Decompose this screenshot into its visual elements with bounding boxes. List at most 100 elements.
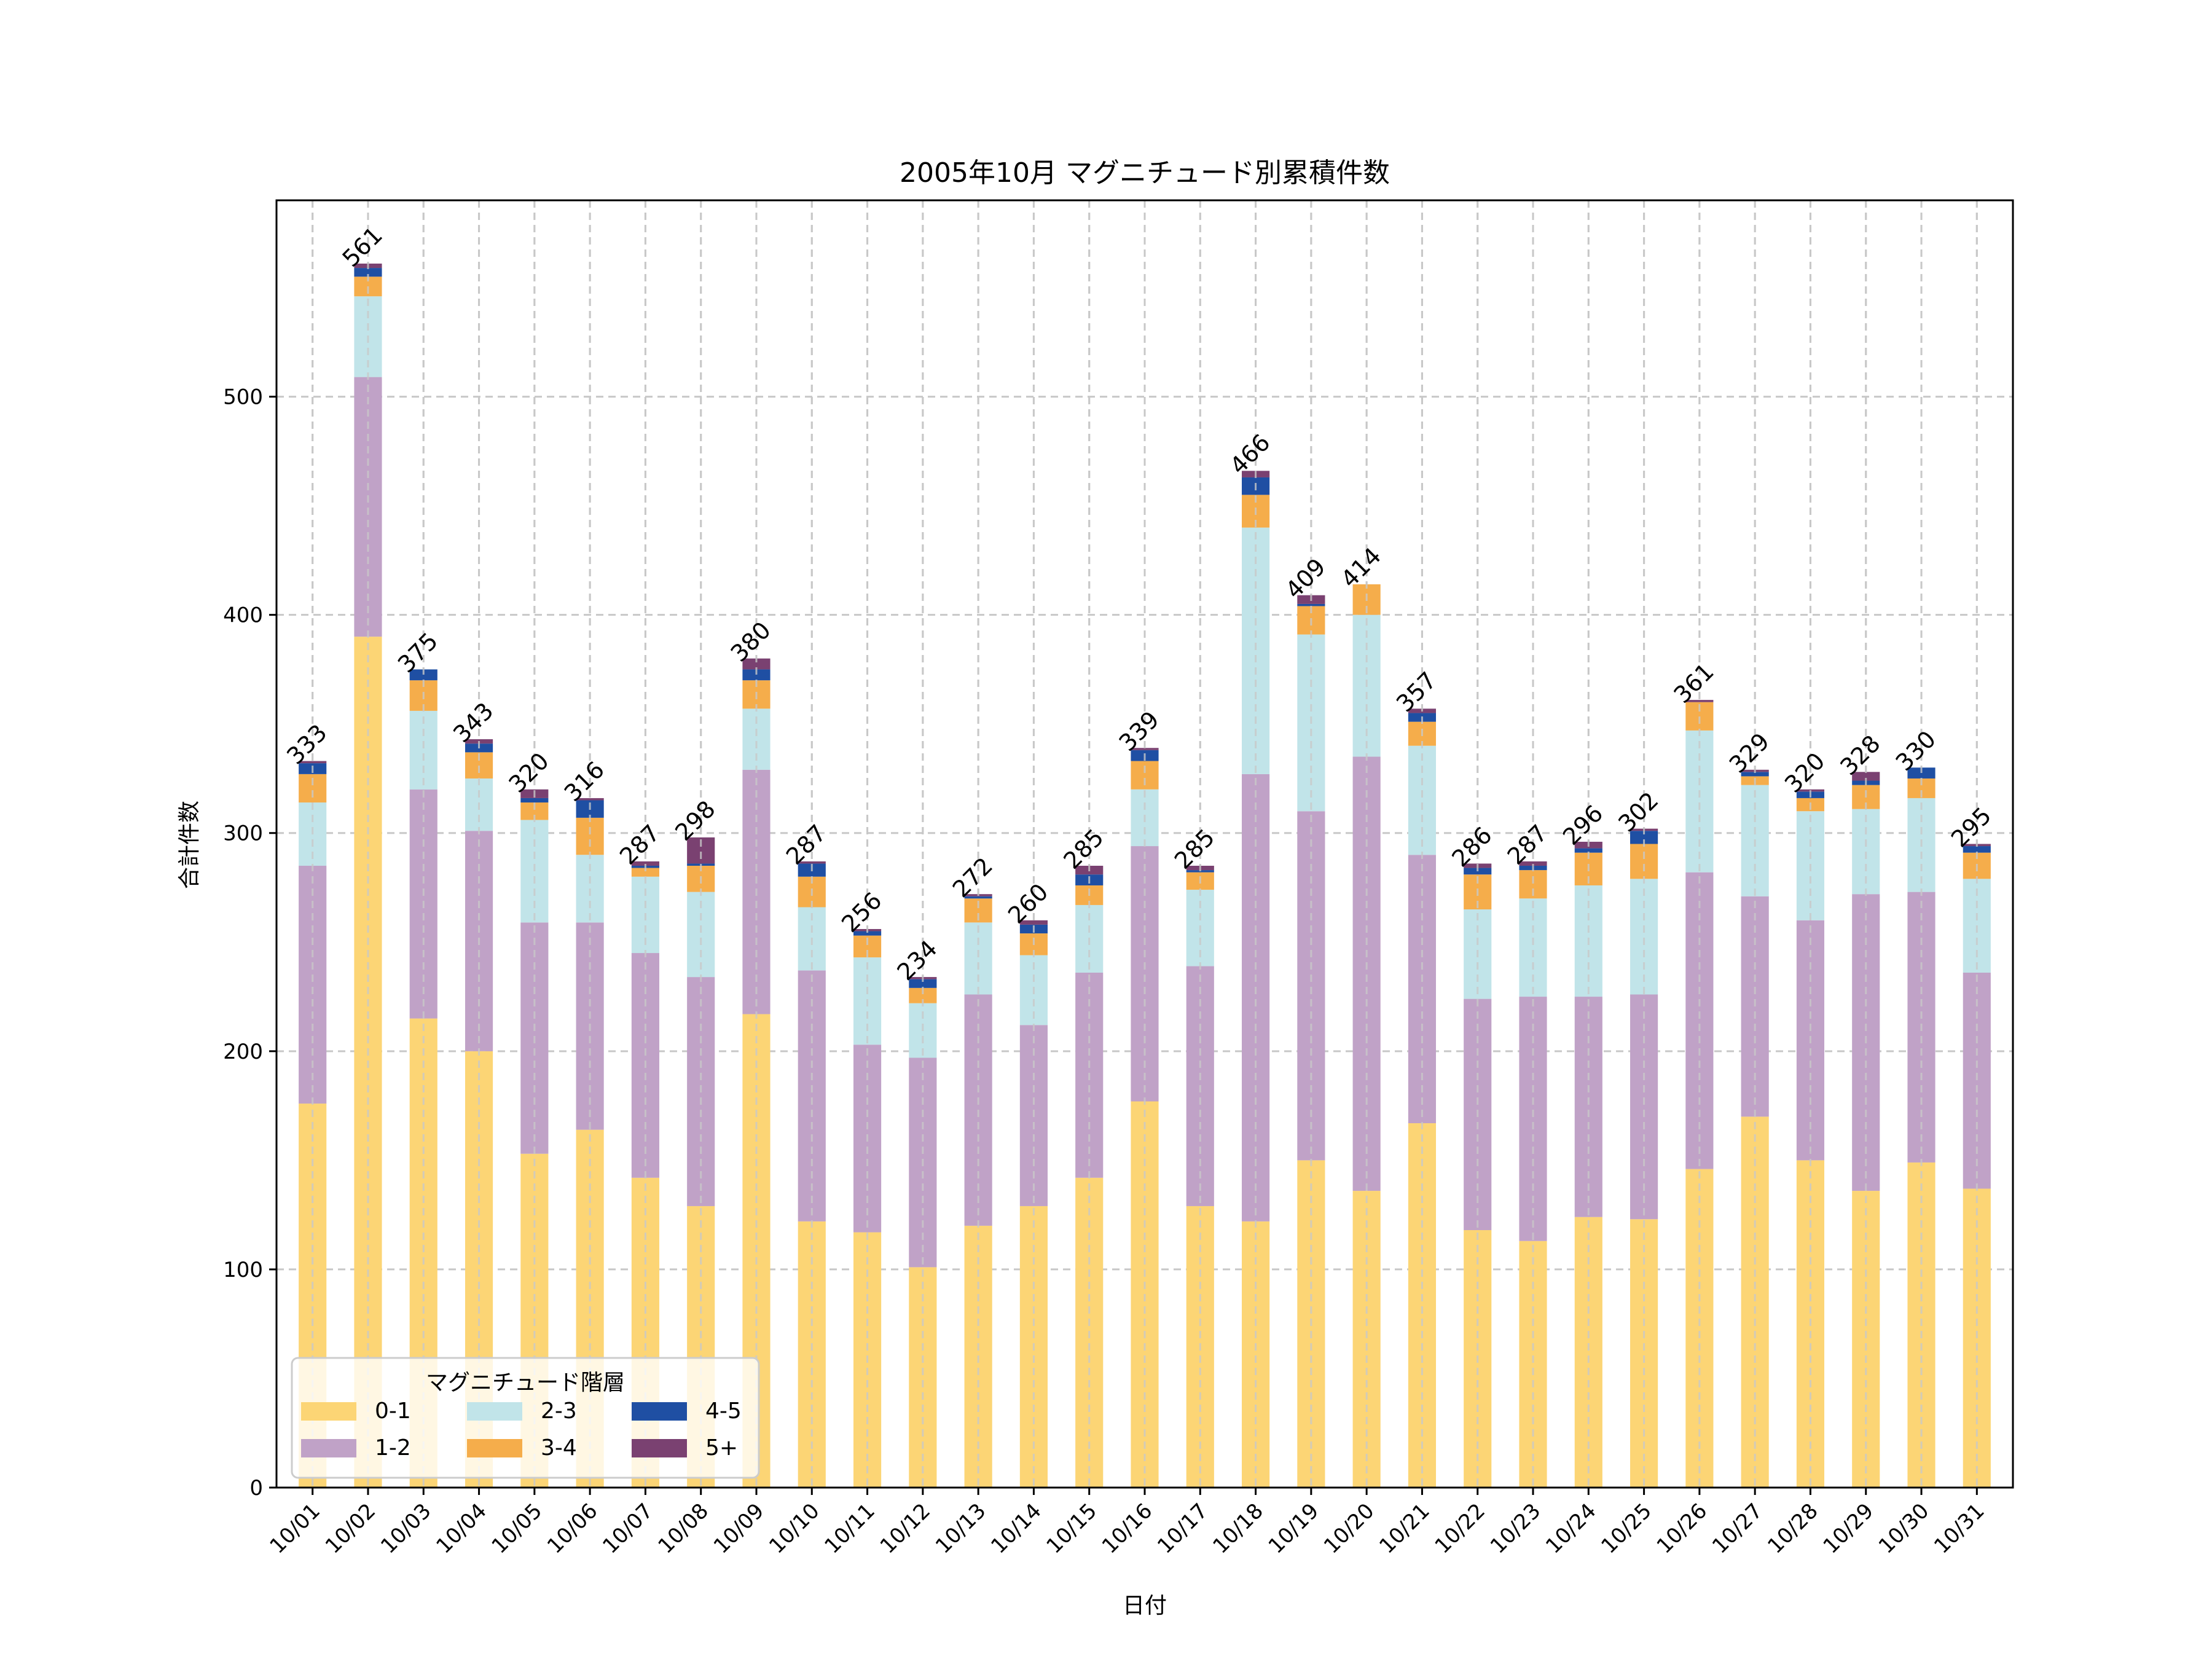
bar-segment-5+ [798, 861, 826, 864]
legend-swatch-4-5 [632, 1402, 687, 1421]
x-tick-label: 10/28 [1763, 1499, 1823, 1559]
x-tick-label: 10/21 [1375, 1499, 1435, 1559]
legend-swatch-2-3 [467, 1402, 522, 1421]
bar-segment-0-1 [1519, 1241, 1547, 1488]
x-tick-label: 10/16 [1097, 1499, 1158, 1559]
bar-segment-3-4 [576, 817, 604, 855]
bar-segment-4-5 [909, 979, 937, 988]
bar-segment-3-4 [631, 868, 659, 877]
x-tick-label: 10/17 [1153, 1499, 1213, 1559]
x-tick-label: 10/09 [709, 1499, 769, 1559]
bar-segment-0-1 [1352, 1191, 1381, 1488]
bar-segment-4-5 [409, 669, 437, 681]
x-tick-label: 10/05 [487, 1499, 547, 1559]
x-tick-label: 10/30 [1874, 1499, 1934, 1559]
bar-segment-4-5 [520, 798, 549, 803]
x-tick-label: 10/27 [1708, 1499, 1768, 1559]
y-tick-label: 500 [223, 385, 263, 410]
bar-segment-4-5 [1963, 846, 1991, 853]
x-tick-label: 10/31 [1929, 1499, 1990, 1559]
bar-segment-0-1 [1852, 1191, 1880, 1488]
x-tick-label: 10/18 [1208, 1499, 1268, 1559]
bar-segment-0-1 [909, 1267, 937, 1488]
bar-segment-4-5 [1574, 848, 1602, 853]
x-axis-label: 日付 [1123, 1593, 1167, 1618]
legend-label: 0-1 [375, 1398, 411, 1424]
x-tick-label: 10/15 [1042, 1499, 1102, 1559]
bar-segment-5+ [1519, 861, 1547, 866]
legend: マグニチュード階層 0-1 1-2 2-3 3-4 4-5 5+ [291, 1357, 760, 1479]
bar-segment-4-5 [354, 268, 382, 277]
x-tick-label: 10/24 [1541, 1499, 1601, 1559]
bar-segment-2-3 [1685, 730, 1714, 873]
x-tick-label: 10/07 [598, 1499, 658, 1559]
legend-swatch-3-4 [467, 1439, 522, 1457]
bar-segment-0-1 [1685, 1169, 1714, 1488]
bar-segment-4-5 [742, 669, 771, 681]
bar-segment-2-3 [1408, 745, 1437, 855]
bar-segment-2-3 [964, 922, 992, 995]
bar-segment-1-2 [1297, 811, 1325, 1161]
x-tick-label: 10/22 [1430, 1499, 1491, 1559]
x-tick-label: 10/08 [653, 1499, 713, 1559]
bar-segment-5+ [742, 658, 771, 670]
x-tick-label: 10/10 [764, 1499, 825, 1559]
x-tick-label: 10/04 [431, 1499, 492, 1559]
x-tick-label: 10/14 [986, 1499, 1046, 1559]
y-tick-label: 0 [249, 1476, 263, 1500]
x-tick-label: 10/03 [376, 1499, 436, 1559]
bar-segment-4-5 [853, 931, 882, 936]
x-axis-ticks: 10/0110/0210/0310/0410/0510/0610/0710/08… [265, 1488, 1990, 1559]
legend-label: 5+ [705, 1435, 738, 1461]
bar-segment-5+ [1852, 772, 1880, 781]
legend-label: 3-4 [541, 1435, 577, 1461]
bar-segment-2-3 [409, 710, 437, 790]
bar-segment-4-5 [1741, 772, 1769, 777]
bar-segment-5+ [1685, 700, 1714, 702]
bar-segment-4-5 [1907, 767, 1936, 779]
x-tick-label: 10/13 [931, 1499, 991, 1559]
chart-title: 2005年10月 マグニチュード別累積件数 [900, 157, 1390, 189]
x-tick-label: 10/11 [820, 1499, 880, 1559]
x-tick-label: 10/12 [876, 1499, 936, 1559]
bar-segment-4-5 [964, 896, 992, 899]
x-tick-label: 10/01 [265, 1499, 325, 1559]
legend-swatch-5+ [632, 1439, 687, 1457]
x-tick-label: 10/26 [1652, 1499, 1712, 1559]
bar-segment-2-3 [1242, 527, 1270, 774]
y-tick-label: 400 [223, 603, 263, 628]
bar-segment-1-2 [354, 377, 382, 637]
bars [299, 200, 1991, 1488]
x-tick-label: 10/23 [1486, 1499, 1546, 1559]
x-tick-label: 10/06 [543, 1499, 603, 1559]
bar-segment-5+ [1131, 748, 1159, 750]
bar-segment-1-2 [1630, 994, 1658, 1220]
bar-segment-1-2 [1574, 997, 1602, 1217]
x-tick-label: 10/25 [1596, 1499, 1657, 1559]
bar-segment-3-4 [1630, 844, 1658, 879]
legend-label: 1-2 [375, 1435, 411, 1461]
bar-segment-4-5 [1630, 831, 1658, 844]
bar-segment-5+ [631, 861, 659, 866]
legend-swatch-1-2 [301, 1439, 356, 1457]
bar-segment-5+ [299, 761, 327, 764]
bar-segment-5+ [576, 798, 604, 801]
legend-label: 2-3 [541, 1398, 577, 1424]
y-axis-ticks: 0 100 200 300 400 500 [223, 385, 276, 1500]
bar-segment-1-2 [1519, 997, 1547, 1241]
x-tick-label: 10/02 [321, 1499, 381, 1559]
bar-segment-1-2 [1685, 872, 1714, 1169]
y-axis-label: 合計件数 [177, 801, 202, 889]
x-tick-label: 10/19 [1264, 1499, 1324, 1559]
bar-segment-4-5 [1297, 603, 1325, 606]
x-tick-label: 10/29 [1819, 1499, 1879, 1559]
bar-segment-5+ [1019, 920, 1048, 925]
y-tick-label: 100 [223, 1258, 263, 1282]
y-tick-label: 300 [223, 822, 263, 846]
legend-title: マグニチュード階層 [426, 1370, 625, 1395]
x-tick-label: 10/20 [1319, 1499, 1379, 1559]
y-tick-label: 200 [223, 1040, 263, 1064]
legend-label: 4-5 [705, 1398, 742, 1424]
legend-swatch-0-1 [301, 1402, 356, 1421]
